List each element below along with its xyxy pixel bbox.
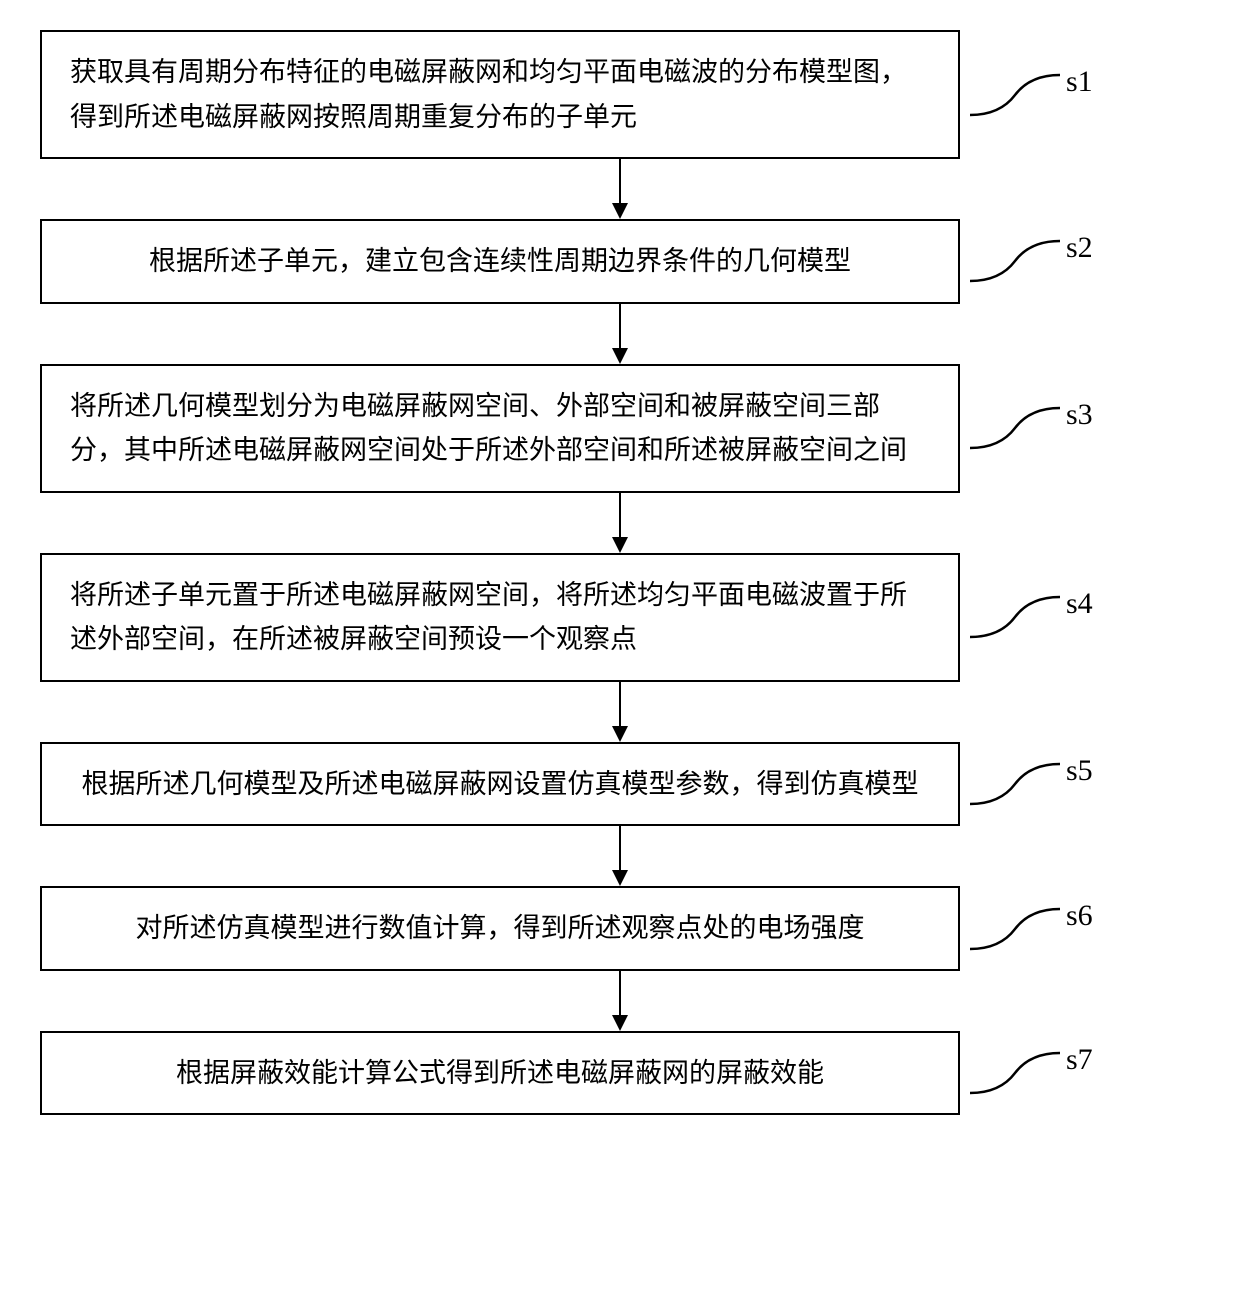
step-row: 将所述子单元置于所述电磁屏蔽网空间，将所述均匀平面电磁波置于所述外部空间，在所述… — [40, 553, 1200, 682]
step-label-wrap: s1 — [970, 65, 1093, 125]
step-row: 将所述几何模型划分为电磁屏蔽网空间、外部空间和被屏蔽空间三部分，其中所述电磁屏蔽… — [40, 364, 1200, 493]
flow-arrow — [160, 682, 1080, 742]
step-text: 根据所述子单元，建立包含连续性周期边界条件的几何模型 — [149, 239, 851, 284]
step-box-s6: 对所述仿真模型进行数值计算，得到所述观察点处的电场强度 — [40, 886, 960, 971]
step-label: s1 — [1066, 65, 1093, 99]
flow-arrow — [160, 304, 1080, 364]
step-box-s3: 将所述几何模型划分为电磁屏蔽网空间、外部空间和被屏蔽空间三部分，其中所述电磁屏蔽… — [40, 364, 960, 493]
step-box-s7: 根据屏蔽效能计算公式得到所述电磁屏蔽网的屏蔽效能 — [40, 1031, 960, 1116]
flow-arrow — [160, 159, 1080, 219]
label-connector-icon — [970, 65, 1060, 125]
label-connector-icon — [970, 587, 1060, 647]
step-row: 获取具有周期分布特征的电磁屏蔽网和均匀平面电磁波的分布模型图，得到所述电磁屏蔽网… — [40, 30, 1200, 159]
step-row: 对所述仿真模型进行数值计算，得到所述观察点处的电场强度 s6 — [40, 886, 1200, 971]
step-label: s7 — [1066, 1043, 1093, 1077]
label-connector-icon — [970, 231, 1060, 291]
step-label: s5 — [1066, 754, 1093, 788]
flow-arrow — [160, 826, 1080, 886]
label-connector-icon — [970, 899, 1060, 959]
step-label-wrap: s2 — [970, 231, 1093, 291]
step-box-s4: 将所述子单元置于所述电磁屏蔽网空间，将所述均匀平面电磁波置于所述外部空间，在所述… — [40, 553, 960, 682]
step-row: 根据所述几何模型及所述电磁屏蔽网设置仿真模型参数，得到仿真模型 s5 — [40, 742, 1200, 827]
step-box-s2: 根据所述子单元，建立包含连续性周期边界条件的几何模型 — [40, 219, 960, 304]
step-row: 根据所述子单元，建立包含连续性周期边界条件的几何模型 s2 — [40, 219, 1200, 304]
label-connector-icon — [970, 754, 1060, 814]
step-label-wrap: s3 — [970, 398, 1093, 458]
flow-arrow — [160, 971, 1080, 1031]
step-text: 根据所述几何模型及所述电磁屏蔽网设置仿真模型参数，得到仿真模型 — [82, 762, 919, 807]
label-connector-icon — [970, 1043, 1060, 1103]
step-label-wrap: s7 — [970, 1043, 1093, 1103]
step-row: 根据屏蔽效能计算公式得到所述电磁屏蔽网的屏蔽效能 s7 — [40, 1031, 1200, 1116]
step-label: s4 — [1066, 587, 1093, 621]
label-connector-icon — [970, 398, 1060, 458]
flow-arrow — [160, 493, 1080, 553]
step-label: s3 — [1066, 398, 1093, 432]
step-label-wrap: s6 — [970, 899, 1093, 959]
step-text: 对所述仿真模型进行数值计算，得到所述观察点处的电场强度 — [136, 906, 865, 951]
flowchart-container: 获取具有周期分布特征的电磁屏蔽网和均匀平面电磁波的分布模型图，得到所述电磁屏蔽网… — [40, 30, 1200, 1115]
step-box-s5: 根据所述几何模型及所述电磁屏蔽网设置仿真模型参数，得到仿真模型 — [40, 742, 960, 827]
step-label: s2 — [1066, 231, 1093, 265]
step-text: 将所述子单元置于所述电磁屏蔽网空间，将所述均匀平面电磁波置于所述外部空间，在所述… — [70, 573, 930, 662]
step-label-wrap: s4 — [970, 587, 1093, 647]
step-text: 将所述几何模型划分为电磁屏蔽网空间、外部空间和被屏蔽空间三部分，其中所述电磁屏蔽… — [70, 384, 930, 473]
step-label: s6 — [1066, 899, 1093, 933]
step-text: 获取具有周期分布特征的电磁屏蔽网和均匀平面电磁波的分布模型图，得到所述电磁屏蔽网… — [70, 50, 930, 139]
step-label-wrap: s5 — [970, 754, 1093, 814]
step-text: 根据屏蔽效能计算公式得到所述电磁屏蔽网的屏蔽效能 — [176, 1051, 824, 1096]
step-box-s1: 获取具有周期分布特征的电磁屏蔽网和均匀平面电磁波的分布模型图，得到所述电磁屏蔽网… — [40, 30, 960, 159]
